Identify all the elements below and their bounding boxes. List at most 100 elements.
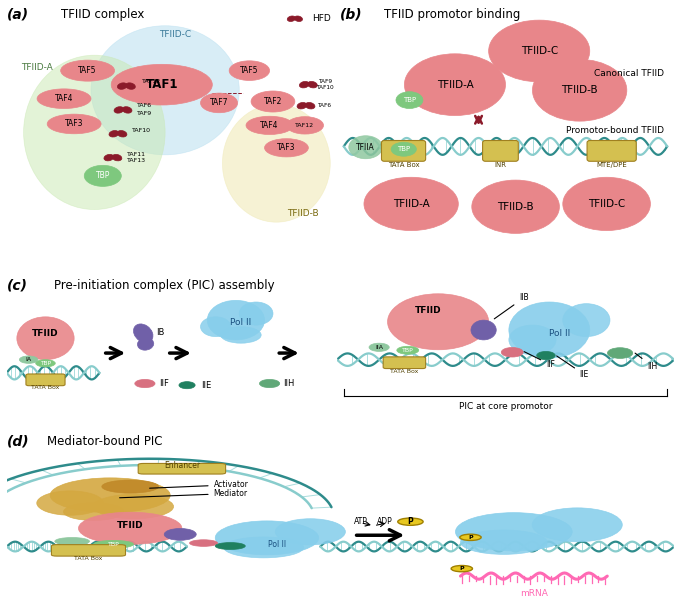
Ellipse shape	[104, 154, 114, 161]
Text: TAF6: TAF6	[137, 103, 152, 108]
Ellipse shape	[297, 102, 307, 109]
Text: TAF3: TAF3	[65, 120, 84, 129]
Text: mRNA: mRNA	[520, 589, 548, 598]
Text: IA: IA	[26, 357, 32, 362]
Text: TBP: TBP	[40, 361, 51, 366]
Text: TFIID-A: TFIID-A	[393, 199, 429, 209]
Text: TATA Box: TATA Box	[31, 386, 60, 390]
Ellipse shape	[50, 478, 171, 512]
Text: P: P	[408, 517, 413, 526]
Text: IIA: IIA	[375, 345, 383, 350]
Ellipse shape	[94, 494, 173, 518]
FancyBboxPatch shape	[138, 464, 226, 474]
Ellipse shape	[84, 165, 121, 187]
Ellipse shape	[63, 503, 123, 520]
Ellipse shape	[114, 107, 124, 113]
Ellipse shape	[471, 320, 496, 340]
Text: Pol II: Pol II	[268, 540, 286, 550]
Text: ADP: ADP	[377, 517, 393, 526]
Ellipse shape	[397, 346, 419, 354]
Text: TFIID-B: TFIID-B	[561, 85, 598, 95]
Ellipse shape	[460, 534, 481, 540]
FancyBboxPatch shape	[383, 357, 426, 368]
Text: TFIID-C: TFIID-C	[588, 199, 625, 209]
Ellipse shape	[398, 518, 423, 525]
Text: TAF6: TAF6	[317, 103, 331, 108]
Ellipse shape	[532, 508, 622, 542]
Text: TFIIA: TFIIA	[357, 143, 375, 152]
Ellipse shape	[563, 304, 610, 337]
Text: Activator: Activator	[150, 480, 249, 489]
Ellipse shape	[201, 93, 238, 113]
Text: P: P	[468, 535, 472, 540]
Ellipse shape	[509, 302, 590, 358]
Text: TAF10: TAF10	[316, 85, 334, 90]
Ellipse shape	[607, 348, 633, 359]
Text: TAF13: TAF13	[127, 159, 146, 163]
Ellipse shape	[404, 54, 506, 115]
Ellipse shape	[164, 528, 196, 540]
Ellipse shape	[94, 540, 133, 548]
Text: INR: INR	[495, 162, 506, 168]
Ellipse shape	[215, 542, 245, 550]
Text: TAF5: TAF5	[78, 66, 97, 75]
Ellipse shape	[36, 360, 55, 367]
Text: TBP: TBP	[397, 146, 410, 152]
Text: TFIID: TFIID	[32, 329, 59, 338]
Text: TAF3: TAF3	[277, 143, 296, 152]
Ellipse shape	[460, 530, 547, 554]
Text: TFIID complex: TFIID complex	[61, 8, 144, 21]
Text: TFIID promotor binding: TFIID promotor binding	[384, 8, 520, 21]
Ellipse shape	[208, 300, 265, 340]
Ellipse shape	[91, 26, 239, 155]
Text: TBP: TBP	[403, 97, 416, 103]
Ellipse shape	[532, 59, 627, 121]
Text: TAF4: TAF4	[55, 94, 73, 103]
Text: PIC at core promotor: PIC at core promotor	[459, 402, 552, 411]
Text: Mediator: Mediator	[119, 489, 248, 498]
Text: TAF5: TAF5	[240, 66, 259, 75]
Text: TFIID: TFIID	[415, 306, 441, 315]
FancyBboxPatch shape	[26, 374, 65, 386]
Ellipse shape	[17, 317, 74, 360]
Ellipse shape	[349, 136, 383, 159]
Text: TAF11: TAF11	[127, 152, 146, 157]
Ellipse shape	[222, 104, 330, 222]
Text: Promotor-bound TFIID: Promotor-bound TFIID	[566, 126, 664, 135]
FancyBboxPatch shape	[51, 545, 125, 556]
Ellipse shape	[391, 142, 417, 156]
Text: Pol II: Pol II	[549, 329, 570, 338]
Ellipse shape	[509, 325, 556, 354]
Text: Pre-initiation complex (PIC) assembly: Pre-initiation complex (PIC) assembly	[54, 279, 274, 292]
Ellipse shape	[133, 324, 153, 343]
Ellipse shape	[137, 338, 154, 350]
Text: Mediator-bound PIC: Mediator-bound PIC	[47, 435, 162, 448]
Ellipse shape	[305, 102, 315, 109]
Ellipse shape	[451, 565, 472, 572]
Text: TAF7: TAF7	[210, 98, 228, 107]
Text: Enhancer: Enhancer	[164, 461, 200, 470]
Text: (b): (b)	[340, 7, 363, 21]
Ellipse shape	[251, 91, 295, 112]
Text: TATA Box: TATA Box	[388, 162, 419, 168]
Ellipse shape	[125, 83, 135, 89]
Ellipse shape	[55, 537, 90, 545]
Ellipse shape	[489, 20, 590, 82]
Ellipse shape	[286, 117, 324, 134]
Ellipse shape	[299, 81, 309, 88]
Text: TFIID-C: TFIID-C	[520, 46, 558, 56]
Ellipse shape	[179, 382, 195, 389]
Ellipse shape	[135, 379, 155, 388]
Text: TFIID-B: TFIID-B	[497, 202, 534, 212]
Ellipse shape	[37, 89, 91, 109]
Text: TAF9: TAF9	[137, 111, 152, 116]
Ellipse shape	[117, 83, 127, 89]
Text: TATA Box: TATA Box	[390, 368, 419, 374]
Text: TBP: TBP	[96, 171, 110, 181]
Ellipse shape	[364, 178, 458, 231]
Ellipse shape	[111, 64, 212, 105]
Text: IIF: IIF	[524, 351, 555, 369]
Text: (d): (d)	[7, 434, 30, 448]
Text: IIE: IIE	[557, 356, 589, 379]
Text: TBP: TBP	[108, 542, 119, 547]
